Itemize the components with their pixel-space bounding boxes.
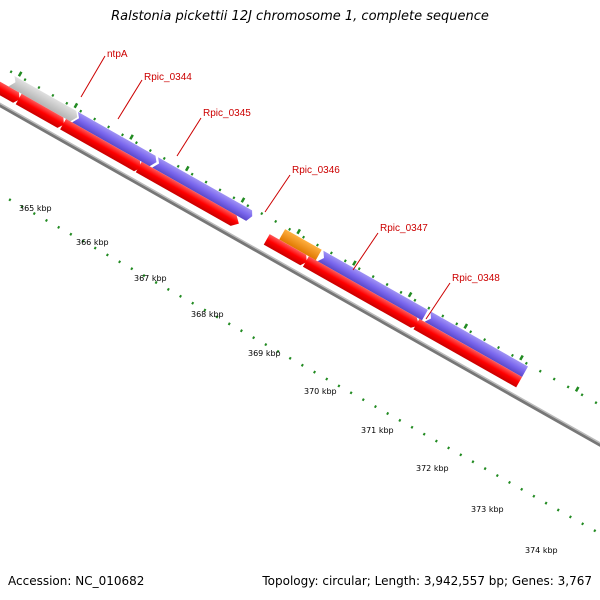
inner-scale-ring bbox=[0, 136, 600, 543]
gene-red-6 bbox=[263, 234, 307, 266]
outer-major-tick bbox=[463, 323, 469, 329]
callout-rpic-0345 bbox=[176, 117, 202, 157]
gene-red-3 bbox=[15, 93, 64, 128]
gene-label-rpic-0347: Rpic_0347 bbox=[380, 223, 428, 234]
outer-major-tick bbox=[73, 102, 79, 109]
callout-rpic-0348 bbox=[425, 282, 451, 320]
scale-label-374: 374 kbp bbox=[525, 546, 558, 555]
outer-major-tick bbox=[352, 260, 357, 266]
scale-label-370: 370 kbp bbox=[304, 387, 337, 396]
gene-red-4 bbox=[60, 118, 141, 172]
gene-rpic-0345 bbox=[152, 157, 253, 221]
outer-major-tick bbox=[574, 386, 580, 392]
outer-major-ticks bbox=[17, 71, 580, 392]
scale-label-371: 371 kbp bbox=[361, 426, 394, 435]
genome-backbone-highlight bbox=[0, 67, 600, 473]
gene-blue-feature-next bbox=[424, 311, 528, 377]
scale-label-367: 367 kbp bbox=[134, 274, 167, 283]
scale-label-366: 366 kbp bbox=[76, 238, 109, 247]
scale-label-372: 372 kbp bbox=[416, 464, 449, 473]
genome-backbone bbox=[0, 68, 600, 476]
outer-major-tick bbox=[129, 134, 134, 140]
genome-summary-text: Topology: circular; Length: 3,942,557 bp… bbox=[262, 574, 592, 588]
gene-label-rpic-0344: Rpic_0344 bbox=[144, 72, 192, 83]
outer-major-tick bbox=[184, 165, 190, 172]
outer-major-tick bbox=[17, 71, 23, 77]
scale-label-368: 368 kbp bbox=[191, 310, 224, 319]
gene-red-2 bbox=[0, 80, 20, 103]
outer-major-tick bbox=[407, 291, 413, 298]
scale-label-365: 365 kbp bbox=[19, 204, 52, 213]
gene-rpic-0344 bbox=[72, 111, 157, 167]
callout-rpic-0344 bbox=[117, 79, 143, 120]
gene-grey-feature bbox=[8, 75, 78, 122]
scale-label-373: 373 kbp bbox=[471, 505, 504, 514]
accession-text: Accession: NC_010682 bbox=[8, 574, 145, 588]
outer-major-tick bbox=[296, 228, 301, 235]
outer-major-tick bbox=[519, 354, 524, 361]
gene-label-ntpA: ntpA bbox=[107, 49, 128, 60]
gene-label-rpic-0345: Rpic_0345 bbox=[203, 108, 251, 119]
gene-rpic-0348 bbox=[317, 250, 428, 321]
gene-rpic-0347 bbox=[279, 229, 322, 261]
gene-red-8 bbox=[413, 318, 523, 388]
map-title: Ralstonia pickettii 12J chromosome 1, co… bbox=[111, 9, 489, 24]
callout-ntpA bbox=[80, 55, 106, 98]
gene-red-5 bbox=[135, 161, 239, 226]
outer-major-tick bbox=[240, 197, 246, 203]
scale-label-369: 369 kbp bbox=[248, 349, 281, 358]
gene-red-7 bbox=[302, 256, 420, 328]
callout-rpic-0346 bbox=[264, 174, 291, 213]
callout-rpic-0347 bbox=[352, 232, 379, 271]
gene-label-rpic-0348: Rpic_0348 bbox=[452, 273, 500, 284]
gene-label-rpic-0346: Rpic_0346 bbox=[292, 165, 340, 176]
